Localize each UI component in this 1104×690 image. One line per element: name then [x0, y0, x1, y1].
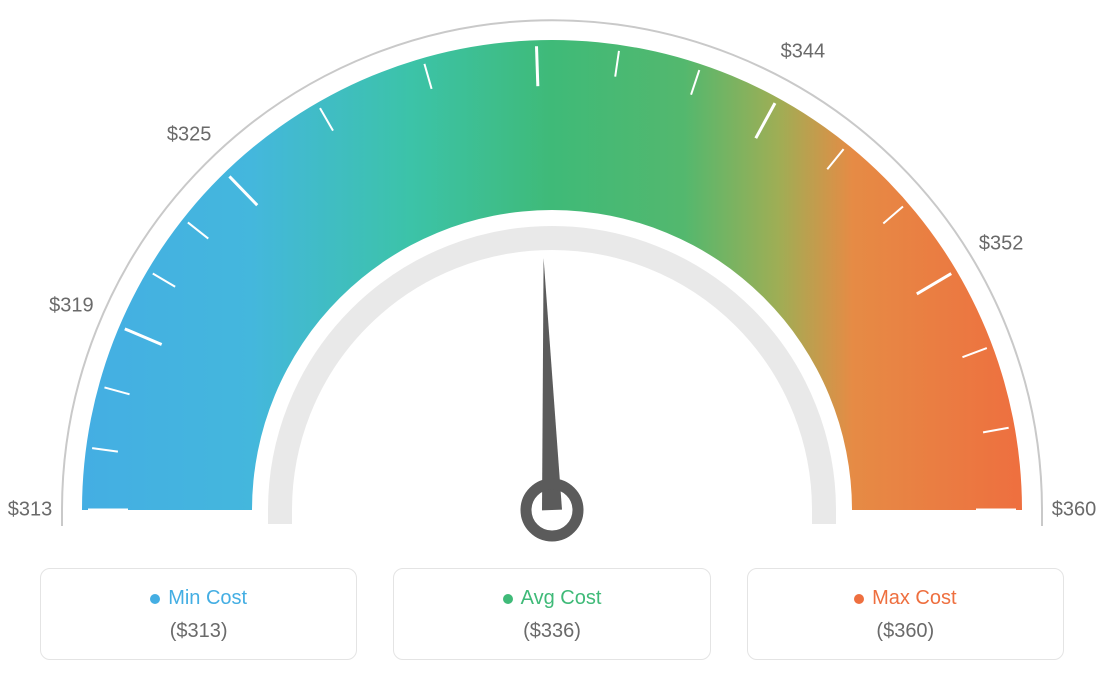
- legend-card-max: Max Cost ($360): [747, 568, 1064, 660]
- gauge-area: $313$319$325$336$344$352$360: [0, 0, 1104, 560]
- dot-icon: [854, 594, 864, 604]
- legend-title-avg: Avg Cost: [503, 587, 602, 610]
- dot-icon: [503, 594, 513, 604]
- legend-value-max: ($360): [758, 620, 1053, 643]
- gauge-chart: [0, 0, 1104, 560]
- legend-title-max: Max Cost: [854, 587, 956, 610]
- gauge-tick-label: $344: [781, 41, 826, 64]
- legend-value-min: ($313): [51, 620, 346, 643]
- legend-row: Min Cost ($313) Avg Cost ($336) Max Cost…: [0, 568, 1104, 660]
- legend-title-text: Max Cost: [872, 587, 956, 610]
- legend-card-avg: Avg Cost ($336): [393, 568, 710, 660]
- legend-title-text: Avg Cost: [521, 587, 602, 610]
- gauge-tick-label: $325: [167, 123, 212, 146]
- gauge-tick-label: $352: [979, 232, 1024, 255]
- legend-card-min: Min Cost ($313): [40, 568, 357, 660]
- dot-icon: [150, 594, 160, 604]
- legend-value-avg: ($336): [404, 620, 699, 643]
- gauge-tick-label: $313: [8, 499, 53, 522]
- legend-title-min: Min Cost: [150, 587, 247, 610]
- cost-gauge-container: $313$319$325$336$344$352$360 Min Cost ($…: [0, 0, 1104, 690]
- legend-title-text: Min Cost: [168, 587, 247, 610]
- gauge-tick-label: $319: [49, 295, 94, 318]
- gauge-tick-label: $360: [1052, 499, 1097, 522]
